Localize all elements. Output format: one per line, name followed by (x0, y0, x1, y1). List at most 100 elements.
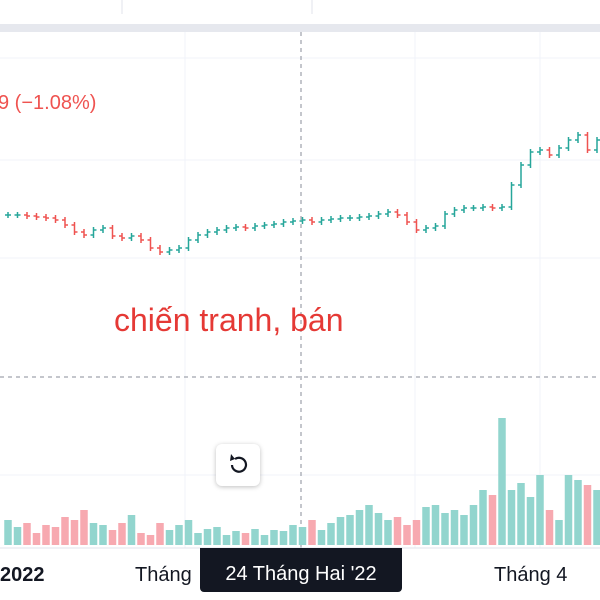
volume-bar (99, 525, 107, 545)
reset-icon (230, 454, 248, 473)
price-bar (442, 211, 448, 229)
price-bar (556, 145, 562, 158)
reset-button[interactable] (216, 444, 260, 486)
volume-bar (422, 507, 430, 545)
time-label: Tháng (135, 564, 192, 586)
price-bar (394, 209, 401, 218)
toolbar (0, 0, 600, 24)
price-bar (470, 205, 477, 211)
price-bar (451, 207, 458, 217)
volume-bar (583, 485, 592, 545)
volume-bar (194, 533, 202, 545)
volume-bar (232, 531, 240, 545)
volume-bar (412, 520, 421, 545)
price-bar (489, 204, 496, 211)
volume-bar (574, 480, 582, 545)
volume-bar (545, 510, 554, 545)
volume-bar (137, 533, 145, 545)
price-bar (375, 211, 382, 219)
volume-bar (336, 517, 345, 545)
volume-bar (175, 525, 183, 545)
price-bar (33, 213, 40, 220)
price-bar (185, 237, 192, 251)
price-bar (52, 215, 59, 223)
volume-bars (4, 418, 600, 545)
price-bar (166, 247, 173, 255)
volume-bar (450, 510, 459, 545)
price-bar (537, 147, 543, 155)
price-bar (204, 229, 211, 238)
price-bar (423, 225, 429, 233)
price-bar (356, 214, 363, 221)
price-bar (337, 215, 344, 222)
volume-bar (346, 515, 354, 545)
price-bar (318, 217, 325, 225)
price-bar (347, 215, 353, 221)
volume-bar (365, 505, 373, 545)
price-bar (280, 219, 287, 227)
price-bar (518, 162, 524, 188)
volume-bar (327, 523, 335, 545)
volume-bar (13, 527, 22, 545)
volume-bar (127, 515, 136, 545)
price-bar (480, 204, 486, 211)
price-bar (499, 204, 505, 211)
price-bar (584, 132, 591, 153)
volume-bar (469, 505, 478, 545)
volume-bar (555, 520, 563, 545)
price-bar (43, 214, 49, 221)
price-bar (271, 221, 277, 228)
volume-bar (593, 490, 600, 545)
price-bar (128, 233, 135, 241)
price-bar (594, 137, 600, 153)
volume-bar (317, 530, 326, 545)
volume-bar (536, 475, 544, 545)
price-bar (252, 223, 258, 231)
time-label: 2022 (0, 564, 45, 586)
price-bars (5, 132, 600, 255)
volume-bar (222, 535, 231, 545)
volume-bar (241, 533, 250, 545)
volume-bar (441, 513, 449, 545)
volume-bar (80, 510, 88, 545)
price-bar (404, 212, 410, 225)
volume-bar (488, 495, 497, 545)
volume-bar (70, 520, 79, 545)
price-bar (508, 182, 515, 210)
time-label: Tháng 4 (494, 564, 568, 586)
price-bar (385, 209, 391, 217)
price-bar (90, 227, 97, 238)
price-bar (81, 229, 87, 238)
volume-bar (108, 530, 117, 545)
volume-bar (89, 523, 98, 545)
price-bar (100, 225, 106, 233)
price-bar (24, 212, 30, 219)
volume-bar (308, 520, 316, 545)
price-bar (242, 224, 249, 231)
price-bar (546, 147, 553, 158)
volume-bar (298, 527, 307, 545)
price-bar (195, 232, 201, 243)
volume-bar (526, 497, 535, 545)
price-bar (138, 233, 144, 243)
price-bar (527, 149, 534, 168)
price-bar (176, 245, 182, 253)
price-bar (565, 137, 572, 151)
volume-bar (184, 520, 193, 545)
price-bar (109, 225, 116, 239)
crosshair-time-label: 24 Tháng Hai '22 (200, 548, 402, 592)
price-bar (432, 223, 439, 231)
annotation: chiến tranh, bán (114, 302, 344, 338)
price-bar (366, 213, 372, 220)
price-bar (62, 217, 68, 228)
price-bar (223, 225, 230, 233)
price-bar (157, 245, 163, 255)
volume-bar (403, 525, 411, 545)
volume-bar (203, 529, 212, 545)
volume-bar (165, 530, 174, 545)
volume-bar (156, 523, 164, 545)
volume-bar (213, 527, 221, 545)
volume-bar (507, 490, 516, 545)
volume-bar (279, 531, 288, 545)
